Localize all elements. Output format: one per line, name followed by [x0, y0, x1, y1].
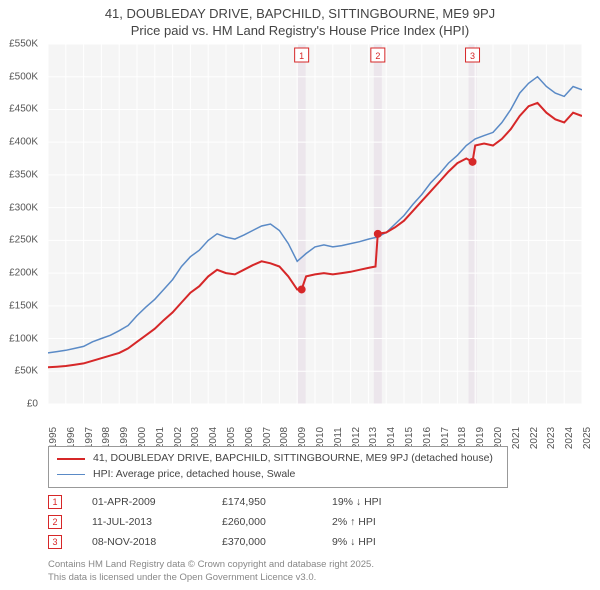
title-block: 41, DOUBLEDAY DRIVE, BAPCHILD, SITTINGBO…	[0, 0, 600, 40]
y-tick-label: £350K	[9, 169, 38, 180]
legend-swatch	[57, 474, 85, 476]
sale-row: 2 11-JUL-2013 £260,000 2% ↑ HPI	[48, 512, 382, 532]
x-tick-label: 2021	[511, 427, 522, 449]
legend-label: 41, DOUBLEDAY DRIVE, BAPCHILD, SITTINGBO…	[93, 451, 493, 467]
sale-date: 08-NOV-2018	[92, 536, 192, 548]
sale-marker-box: 3	[48, 535, 62, 549]
sale-date: 11-JUL-2013	[92, 516, 192, 528]
sale-price: £174,950	[222, 496, 302, 508]
x-tick-label: 2023	[546, 427, 557, 449]
legend-row: HPI: Average price, detached house, Swal…	[57, 467, 499, 483]
y-tick-label: £0	[27, 399, 38, 410]
y-tick-label: £100K	[9, 333, 38, 344]
legend: 41, DOUBLEDAY DRIVE, BAPCHILD, SITTINGBO…	[48, 446, 508, 488]
y-tick-label: £150K	[9, 300, 38, 311]
svg-text:2: 2	[375, 51, 380, 61]
x-axis-labels: 1995199619971998199920002001200220032004…	[48, 408, 582, 448]
sale-date: 01-APR-2009	[92, 496, 192, 508]
chart-svg: 1 2 3	[48, 44, 582, 404]
sale-row: 1 01-APR-2009 £174,950 19% ↓ HPI	[48, 492, 382, 512]
legend-row: 41, DOUBLEDAY DRIVE, BAPCHILD, SITTINGBO…	[57, 451, 499, 467]
sale-marker-box: 1	[48, 495, 62, 509]
x-tick-label: 2024	[564, 427, 575, 449]
y-tick-label: £300K	[9, 202, 38, 213]
title-line-2: Price paid vs. HM Land Registry's House …	[0, 23, 600, 40]
x-tick-label: 2022	[529, 427, 540, 449]
footer-attribution: Contains HM Land Registry data © Crown c…	[48, 559, 374, 584]
y-axis-labels: £0£50K£100K£150K£200K£250K£300K£350K£400…	[0, 44, 44, 404]
footer-line-2: This data is licensed under the Open Gov…	[48, 572, 374, 584]
legend-label: HPI: Average price, detached house, Swal…	[93, 467, 295, 483]
plot-area: 1 2 3	[48, 44, 582, 404]
sale-price: £370,000	[222, 536, 302, 548]
title-line-1: 41, DOUBLEDAY DRIVE, BAPCHILD, SITTINGBO…	[0, 6, 600, 23]
svg-text:1: 1	[299, 51, 304, 61]
y-tick-label: £550K	[9, 39, 38, 50]
chart-container: 41, DOUBLEDAY DRIVE, BAPCHILD, SITTINGBO…	[0, 0, 600, 590]
y-tick-label: £250K	[9, 235, 38, 246]
legend-swatch	[57, 458, 85, 460]
svg-text:3: 3	[470, 51, 475, 61]
x-tick-label: 2025	[582, 427, 593, 449]
sale-delta: 9% ↓ HPI	[332, 536, 376, 548]
sale-delta: 2% ↑ HPI	[332, 516, 376, 528]
y-tick-label: £50K	[15, 366, 38, 377]
y-tick-label: £500K	[9, 71, 38, 82]
sales-table: 1 01-APR-2009 £174,950 19% ↓ HPI 2 11-JUL-201…	[48, 492, 382, 552]
sale-delta: 19% ↓ HPI	[332, 496, 382, 508]
sale-row: 3 08-NOV-2018 £370,000 9% ↓ HPI	[48, 532, 382, 552]
sale-marker-box: 2	[48, 515, 62, 529]
footer-line-1: Contains HM Land Registry data © Crown c…	[48, 559, 374, 571]
y-tick-label: £200K	[9, 268, 38, 279]
y-tick-label: £450K	[9, 104, 38, 115]
sale-price: £260,000	[222, 516, 302, 528]
y-tick-label: £400K	[9, 137, 38, 148]
